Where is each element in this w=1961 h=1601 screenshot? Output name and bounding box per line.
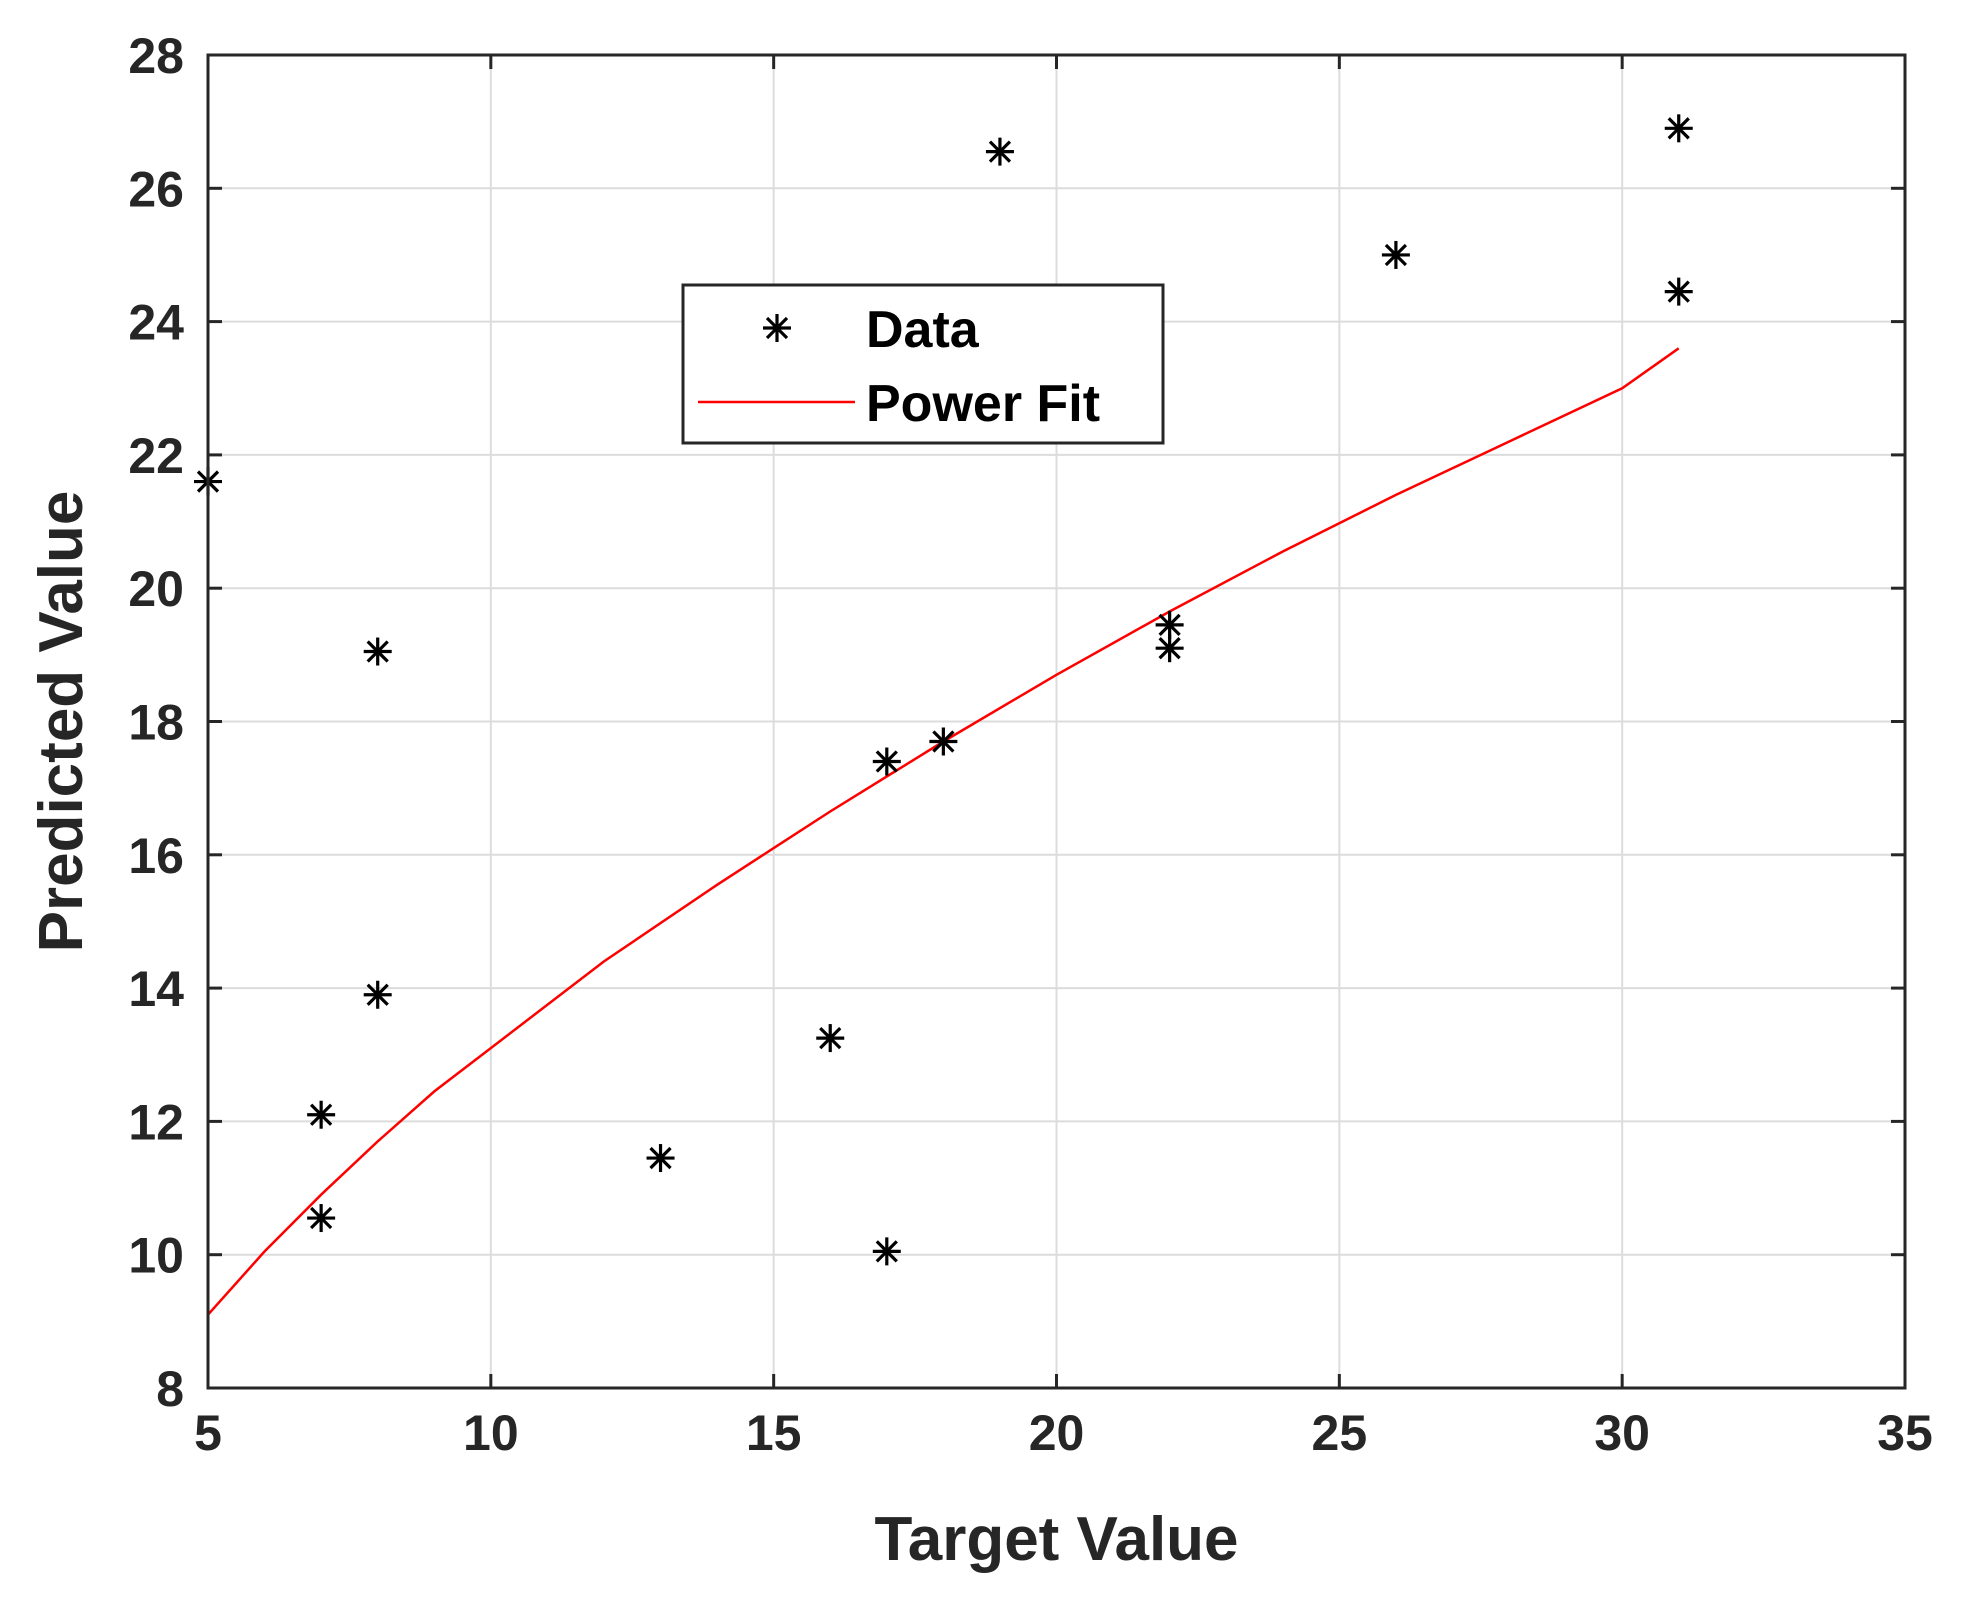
x-tick-label: 10 (463, 1405, 519, 1461)
asterisk-stroke (366, 640, 389, 663)
legend: Data Power Fit (681, 283, 1165, 445)
data-point (1664, 114, 1693, 143)
legend-box (681, 283, 1165, 445)
asterisk-stroke (988, 140, 1012, 163)
asterisk-stroke (1158, 637, 1181, 660)
asterisk-stroke (875, 1240, 898, 1263)
asterisk-stroke (819, 1026, 842, 1050)
y-tick-label: 16 (128, 828, 184, 884)
asterisk-stroke (765, 316, 789, 340)
y-tick-label: 22 (128, 428, 184, 484)
y-tick-label: 26 (128, 161, 184, 217)
asterisk-stroke (932, 730, 955, 753)
data-point (1381, 240, 1410, 269)
data-point (1155, 634, 1184, 663)
data-point (929, 727, 958, 756)
legend-data-asterisk (763, 314, 791, 342)
power-fit-line (207, 347, 1680, 1316)
asterisk-stroke (875, 750, 898, 773)
y-tick-label: 18 (128, 695, 184, 751)
asterisk-stroke (1667, 117, 1690, 140)
y-tick-label: 14 (128, 961, 184, 1017)
x-tick-label: 20 (1029, 1405, 1085, 1461)
x-tick-label: 30 (1594, 1405, 1650, 1461)
y-tick-label: 12 (128, 1094, 184, 1150)
x-tick-label: 15 (746, 1405, 802, 1461)
asterisk-stroke (310, 1103, 333, 1126)
legend-label-power-fit: Power Fit (866, 375, 1100, 433)
asterisk-stroke (1158, 613, 1181, 636)
y-tick-label: 24 (128, 295, 184, 351)
y-axis-title: Predicted Value (27, 491, 96, 953)
y-tick-label: 8 (156, 1361, 184, 1417)
axis-ticks: 5 10 15 20 25 30 35 8 10 12 14 16 18 20 22 24 26 28 (128, 28, 1932, 1461)
asterisk-stroke (1384, 243, 1408, 267)
y-tick-label: 20 (128, 561, 184, 617)
x-axis-title: Target Value (874, 1505, 1238, 1574)
asterisk-stroke (1667, 280, 1690, 303)
data-point (307, 1204, 336, 1233)
asterisk-stroke (366, 983, 389, 1006)
asterisk-stroke (649, 1146, 672, 1170)
data-point (872, 747, 901, 776)
legend-marker-data (763, 314, 791, 342)
data-point (816, 1024, 845, 1053)
data-point (872, 1237, 901, 1266)
data-point (1664, 277, 1693, 306)
plot-series (194, 114, 1693, 1316)
x-tick-label: 5 (194, 1405, 222, 1461)
data-point (646, 1144, 675, 1173)
data-point (363, 980, 392, 1009)
data-point (307, 1100, 336, 1129)
y-tick-label: 28 (128, 28, 184, 84)
legend-label-data: Data (866, 301, 980, 359)
asterisk-stroke (310, 1206, 333, 1230)
x-tick-label: 25 (1312, 1405, 1368, 1461)
y-tick-label: 10 (128, 1228, 184, 1284)
data-point (985, 137, 1014, 166)
data-point (363, 637, 392, 666)
x-tick-label: 35 (1877, 1405, 1933, 1461)
